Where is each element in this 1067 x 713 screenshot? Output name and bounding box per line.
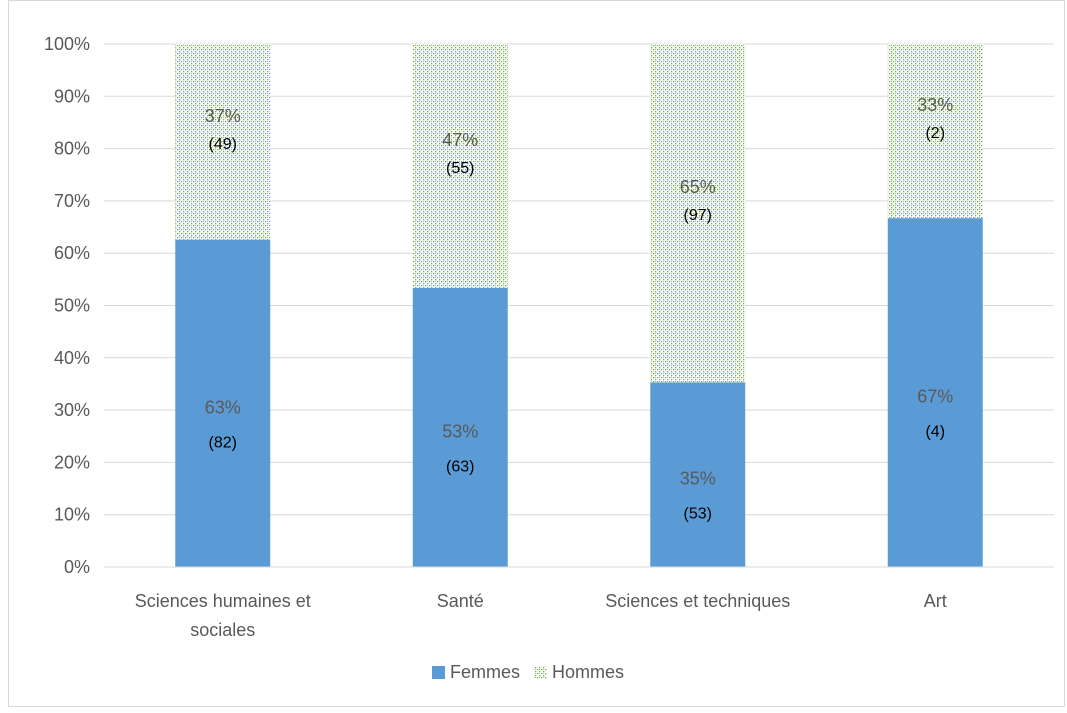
data-label-percent: 47% (442, 130, 478, 150)
bar-hommes-2 (650, 44, 746, 383)
legend-swatch-hommes (534, 666, 547, 679)
x-tick-label: Sciences humaines et (135, 591, 311, 611)
legend-swatch-femmes (432, 666, 445, 679)
data-label-count: (2) (925, 125, 945, 142)
data-label-count: (63) (446, 458, 474, 475)
bar-femmes-0 (175, 239, 271, 568)
bar-hommes-1 (412, 44, 508, 288)
data-label-count: (97) (684, 207, 712, 224)
data-label-count: (55) (446, 160, 474, 177)
legend: Femmes Hommes (432, 662, 624, 682)
y-tick-label: 40% (54, 348, 90, 368)
y-tick-label: 50% (54, 296, 90, 316)
x-tick-label: Sciences et techniques (605, 591, 790, 611)
bar-hommes-3 (887, 44, 983, 219)
data-label-percent: 37% (205, 106, 241, 126)
legend-label-femmes: Femmes (450, 662, 520, 682)
x-tick-label: Santé (437, 591, 484, 611)
y-tick-label: 0% (64, 557, 90, 577)
x-axis: Sciences humaines et sociales Santé Science… (104, 566, 1054, 640)
y-axis: 0% 10% 20% 30% 40% 50% 60% 70% 80% 90% 100% (44, 34, 90, 577)
y-tick-label: 30% (54, 400, 90, 420)
data-label-percent: 65% (680, 177, 716, 197)
y-tick-label: 60% (54, 243, 90, 263)
x-tick-label: sociales (190, 620, 255, 640)
data-label-count: (53) (684, 506, 712, 523)
y-tick-label: 70% (54, 191, 90, 211)
data-label-percent: 53% (442, 421, 478, 441)
y-tick-label: 80% (54, 139, 90, 159)
x-tick-label: Art (924, 591, 947, 611)
bars: 63% (82) 37% (49) 53% (63) 47% (55) 35% (53) 65% (9… (175, 44, 983, 568)
data-label-percent: 63% (205, 397, 241, 417)
data-label-percent: 35% (680, 469, 716, 489)
bar-hommes-0 (175, 44, 271, 240)
data-label-count: (4) (925, 424, 945, 441)
y-tick-label: 90% (54, 86, 90, 106)
y-tick-label: 100% (44, 34, 90, 54)
stacked-bar-chart: 0% 10% 20% 30% 40% 50% 60% 70% 80% 90% 100% 63% (82… (44, 34, 1054, 682)
y-tick-label: 20% (54, 452, 90, 472)
data-label-percent: 67% (917, 387, 953, 407)
data-label-count: (82) (209, 434, 237, 451)
legend-label-hommes: Hommes (552, 662, 624, 682)
data-label-count: (49) (209, 136, 237, 153)
y-tick-label: 10% (54, 505, 90, 525)
bar-femmes-2 (650, 382, 746, 567)
bar-femmes-1 (412, 287, 508, 567)
bar-femmes-3 (887, 218, 983, 567)
chart-frame: 0% 10% 20% 30% 40% 50% 60% 70% 80% 90% 100% 63% (82… (8, 0, 1065, 707)
data-label-percent: 33% (917, 95, 953, 115)
